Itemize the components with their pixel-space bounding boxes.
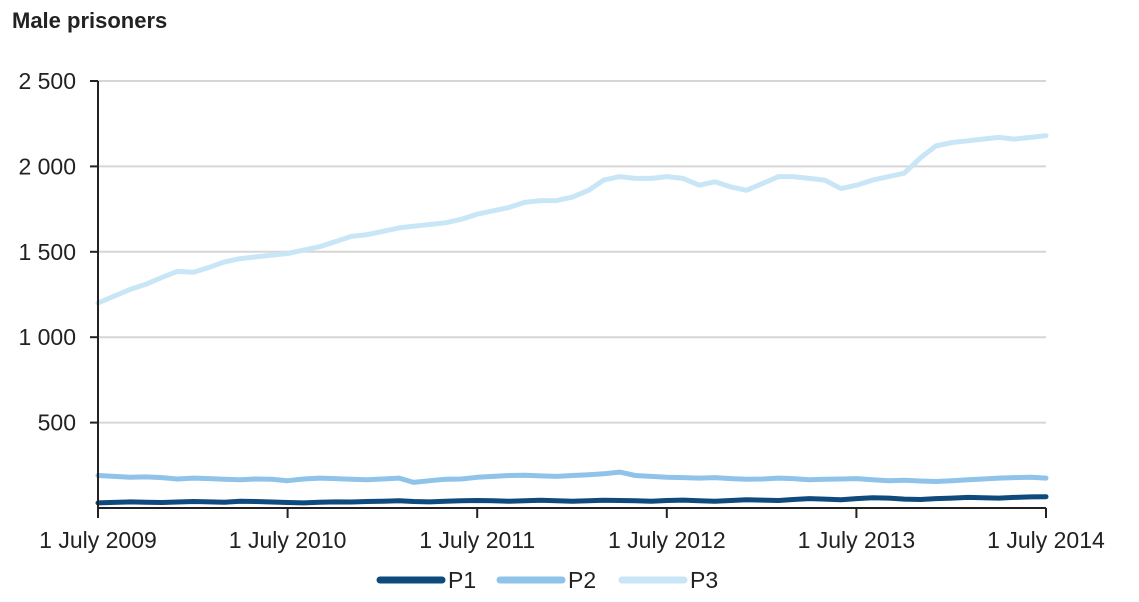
legend-label-p3: P3	[690, 567, 718, 593]
series-line-p2	[95, 469, 1049, 485]
series-line-p1	[95, 494, 1049, 506]
y-tick-label: 500	[38, 410, 76, 436]
x-tick-label: 1 July 2010	[229, 527, 347, 553]
x-tick-label: 1 July 2012	[608, 527, 726, 553]
x-tick-label: 1 July 2011	[419, 527, 535, 553]
y-tick-label: 2 000	[18, 153, 76, 179]
y-tick-label: 1 000	[18, 324, 76, 350]
y-tick-label: 1 500	[18, 239, 76, 265]
legend-label-p1: P1	[448, 567, 476, 593]
x-axis-tick-marks	[97, 508, 1047, 518]
legend-label-p2: P2	[568, 567, 596, 593]
x-tick-label: 1 July 2013	[798, 527, 916, 553]
x-tick-label: 1 July 2009	[39, 527, 157, 553]
y-tick-label: 2 500	[18, 68, 76, 94]
gridlines	[98, 80, 1046, 424]
y-axis-ticks: 500 1 000 1 500 2 000 2 500	[18, 68, 98, 436]
x-axis-labels: 1 July 2009 1 July 2010 1 July 2011 1 July …	[39, 527, 1105, 553]
chart-title: Male prisoners	[12, 8, 168, 33]
series-lines	[95, 133, 1049, 506]
x-tick-label: 1 July 2014	[987, 527, 1105, 553]
legend: P1 P2 P3	[376, 567, 718, 593]
series-line-p3	[95, 133, 1049, 306]
